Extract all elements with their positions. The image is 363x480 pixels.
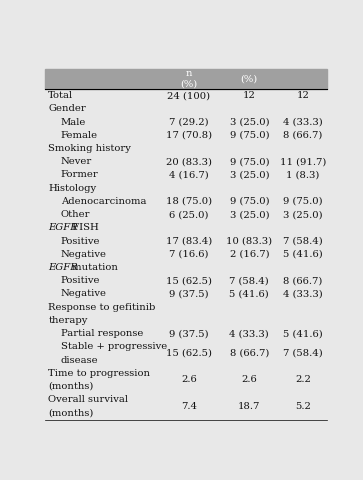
Text: Partial response: Partial response [61,329,143,338]
Bar [45,168,327,181]
Text: 11 (91.7): 11 (91.7) [280,157,326,166]
Bar [45,327,327,340]
Text: Response to gefitinib: Response to gefitinib [48,303,156,312]
Bar [45,274,327,288]
Text: 9 (37.5): 9 (37.5) [169,289,209,299]
Text: EGFR: EGFR [48,223,78,232]
Text: 2.2: 2.2 [295,375,311,384]
Text: Histology: Histology [48,184,96,192]
Text: 8 (66.7): 8 (66.7) [283,276,322,285]
Text: 15 (62.5): 15 (62.5) [166,349,212,358]
Text: Adenocarcinoma: Adenocarcinoma [61,197,146,206]
Text: 15 (62.5): 15 (62.5) [166,276,212,285]
Bar [45,208,327,221]
Bar [45,261,327,274]
Text: 9 (37.5): 9 (37.5) [169,329,209,338]
Text: 4 (33.3): 4 (33.3) [283,118,323,127]
Text: EGFR: EGFR [48,263,78,272]
Bar [45,129,327,142]
Text: Former: Former [61,170,99,180]
Text: 3 (25.0): 3 (25.0) [229,170,269,180]
Bar [45,367,327,393]
Text: Overall survival: Overall survival [48,395,128,404]
Bar [45,393,327,420]
Bar [45,102,327,116]
Text: Male: Male [61,118,86,127]
Text: 2.6: 2.6 [241,375,257,384]
Text: n
(%): n (%) [180,69,197,89]
Text: 7 (58.4): 7 (58.4) [229,276,269,285]
Text: Gender: Gender [48,104,86,113]
Text: Negative: Negative [61,289,107,299]
Text: (months): (months) [48,408,94,418]
Text: 18.7: 18.7 [238,402,261,411]
Text: 7 (58.4): 7 (58.4) [283,237,323,246]
Text: 5 (41.6): 5 (41.6) [229,289,269,299]
Text: 7 (16.6): 7 (16.6) [169,250,209,259]
Bar [45,288,327,300]
Text: 7 (29.2): 7 (29.2) [169,118,209,127]
Text: 5.2: 5.2 [295,402,311,411]
Text: 9 (75.0): 9 (75.0) [229,131,269,140]
Text: 3 (25.0): 3 (25.0) [229,210,269,219]
Text: 7.4: 7.4 [181,402,197,411]
Text: 3 (25.0): 3 (25.0) [229,118,269,127]
Text: Female: Female [61,131,98,140]
Text: 2 (16.7): 2 (16.7) [229,250,269,259]
Text: Positive: Positive [61,237,100,246]
Bar [45,155,327,168]
Text: 20 (83.3): 20 (83.3) [166,157,212,166]
Bar [45,142,327,155]
Text: 24 (100): 24 (100) [167,91,211,100]
Text: Smoking history: Smoking history [48,144,131,153]
Text: 4 (33.3): 4 (33.3) [283,289,323,299]
Text: 17 (70.8): 17 (70.8) [166,131,212,140]
Bar [45,181,327,195]
Bar [45,248,327,261]
Text: 3 (25.0): 3 (25.0) [283,210,323,219]
Bar [45,234,327,248]
Text: 6 (25.0): 6 (25.0) [169,210,209,219]
Text: 9 (75.0): 9 (75.0) [229,197,269,206]
Text: 1 (8.3): 1 (8.3) [286,170,319,180]
Text: mutation: mutation [69,263,118,272]
Bar [45,116,327,129]
Bar [45,340,327,367]
Text: Positive: Positive [61,276,100,285]
Text: 12: 12 [243,91,256,100]
Text: (months): (months) [48,382,94,391]
Text: 7 (58.4): 7 (58.4) [283,349,323,358]
Text: Other: Other [61,210,90,219]
Text: 9 (75.0): 9 (75.0) [229,157,269,166]
Text: 17 (83.4): 17 (83.4) [166,237,212,246]
Text: Never: Never [61,157,92,166]
Bar [45,89,327,102]
Text: FISH: FISH [69,223,99,232]
Text: 5 (41.6): 5 (41.6) [283,329,323,338]
Text: Stable + progressive: Stable + progressive [61,342,167,351]
Text: 8 (66.7): 8 (66.7) [283,131,322,140]
Text: 10 (83.3): 10 (83.3) [226,237,272,246]
Text: 4 (16.7): 4 (16.7) [169,170,209,180]
Text: 8 (66.7): 8 (66.7) [230,349,269,358]
Text: (%): (%) [241,74,258,84]
Text: Total: Total [48,91,73,100]
Bar [45,69,327,89]
Text: 5 (41.6): 5 (41.6) [283,250,323,259]
Text: therapy: therapy [48,316,87,325]
Bar [45,221,327,234]
Text: Time to progression: Time to progression [48,369,150,378]
Text: 9 (75.0): 9 (75.0) [283,197,323,206]
Text: 2.6: 2.6 [181,375,197,384]
Text: 12: 12 [296,91,309,100]
Bar [45,195,327,208]
Bar [45,300,327,327]
Text: 18 (75.0): 18 (75.0) [166,197,212,206]
Text: disease: disease [61,356,98,364]
Text: 4 (33.3): 4 (33.3) [229,329,269,338]
Text: Negative: Negative [61,250,107,259]
